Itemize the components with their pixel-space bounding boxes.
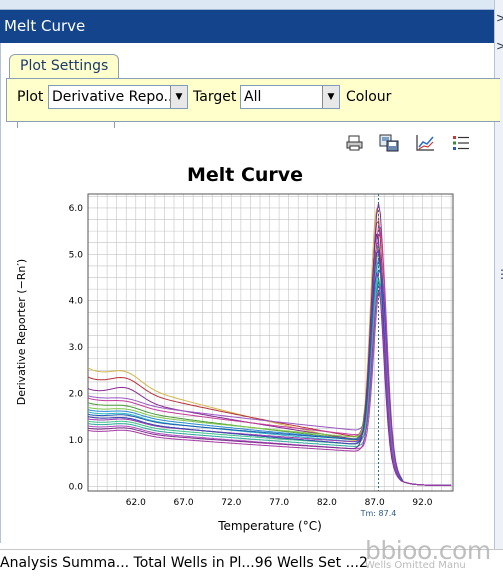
plot-type-select[interactable]: Derivative Repo... ▼ (48, 85, 188, 109)
y-tick-label: 4.0 (69, 297, 84, 307)
y-tick-label: 2.0 (69, 390, 84, 400)
chart-grid (87, 194, 453, 491)
watermark-subtext: Wells Omitted Manu (365, 560, 466, 571)
plot-label: Plot (17, 89, 44, 105)
expand-arrow-icon[interactable]: > (496, 11, 503, 25)
target-label: Target (193, 89, 237, 105)
target-select[interactable]: All ▼ (240, 85, 340, 109)
chevron-down-icon[interactable]: ▼ (322, 86, 339, 108)
legend-list-button[interactable] (450, 133, 472, 153)
x-tick-label: 62.0 (126, 498, 146, 508)
melt-curve-chart: Melt Curve 62.0 67.0 72.0 77.0 82.0 87.0 92.0 … (15, 164, 454, 533)
status-bar: Analysis Summa... Total Wells in Pl...96… (0, 549, 503, 576)
melt-curve-series (87, 266, 452, 486)
chevron-down-icon[interactable]: ▼ (170, 86, 187, 108)
y-tick-label: 6.0 (69, 204, 84, 214)
melt-curve-series (87, 285, 452, 486)
y-axis-label: Derivative Reporter (−Rn′) (15, 259, 28, 405)
save-image-icon (379, 134, 399, 152)
melt-curve-series (87, 233, 452, 486)
right-edge-bar: > > ⋮ (494, 0, 503, 576)
x-tick-label: 92.0 (412, 498, 432, 508)
x-tick-labels: 62.0 67.0 72.0 77.0 82.0 87.0 92.0 (126, 498, 433, 508)
y-tick-label: 5.0 (69, 250, 84, 260)
melt-curve-series (87, 282, 452, 486)
splitter-grip-icon[interactable]: ⋮ (496, 267, 503, 281)
x-tick-label: 87.0 (365, 498, 385, 508)
y-tick-label: 1.0 (69, 436, 84, 446)
melt-curves (87, 203, 452, 486)
x-tick-label: 67.0 (174, 498, 194, 508)
tm-label: Tm: 87.4 (360, 509, 397, 518)
plot-type-value: Derivative Repo... (52, 89, 177, 105)
subtab-strip (17, 122, 115, 128)
top-strip (0, 0, 503, 10)
plot-settings-bar: Plot Derivative Repo... ▼ Target All ▼ C… (6, 78, 500, 122)
melt-curve-series (87, 291, 452, 486)
watermark: bbioo.com (365, 536, 491, 565)
chart-title: Melt Curve (187, 164, 303, 186)
x-tick-label: 82.0 (317, 498, 337, 508)
x-tick-label: 77.0 (269, 498, 289, 508)
x-axis-label: Temperature (°C) (217, 519, 322, 533)
melt-curve-panel: Plot Settings Plot Derivative Repo... ▼ … (0, 43, 500, 543)
plot-frame (87, 193, 454, 492)
line-chart-icon (416, 135, 434, 151)
print-button[interactable] (344, 133, 366, 153)
y-tick-label: 0.0 (69, 482, 84, 492)
line-chart-button[interactable] (414, 133, 436, 153)
target-value: All (244, 89, 262, 105)
y-tick-label: 3.0 (69, 343, 84, 353)
y-tick-labels: 0.0 1.0 2.0 3.0 4.0 5.0 6.0 (69, 204, 84, 492)
x-tick-label: 72.0 (221, 498, 241, 508)
window-title: Melt Curve (0, 10, 494, 43)
tab-plot-settings[interactable]: Plot Settings (9, 54, 120, 78)
colour-label: Colour (346, 89, 392, 105)
print-icon (346, 135, 363, 151)
legend-list-icon (453, 136, 469, 150)
melt-curve-series (87, 231, 452, 486)
save-image-button[interactable] (378, 133, 400, 153)
expand-arrow-icon-2[interactable]: > (496, 39, 503, 53)
